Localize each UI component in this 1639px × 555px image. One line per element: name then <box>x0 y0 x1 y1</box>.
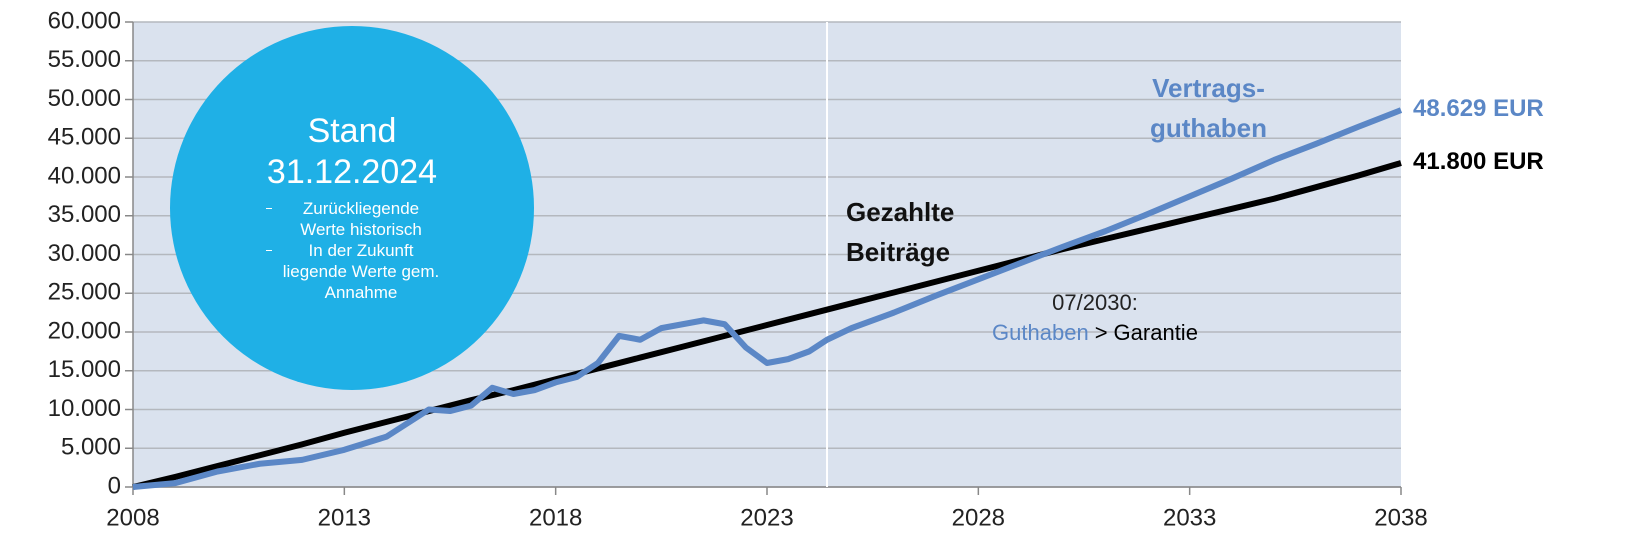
badge-title: Stand <box>307 112 397 150</box>
badge-text: Zurückliegende Werte historisch <box>300 199 422 239</box>
annotation-date: 07/2030: <box>1052 290 1138 315</box>
badge-list: Zurückliegende Werte historisch In der Z… <box>262 198 442 303</box>
y-tick-label: 30.000 <box>48 240 121 267</box>
series-label: Gezahlte Beiträge <box>846 197 955 267</box>
badge-text: In der Zukunft liegende Werte gem. Annah… <box>282 241 440 302</box>
badge-item: In der Zukunft liegende Werte gem. Annah… <box>262 240 442 303</box>
x-tick-label: 2008 <box>106 504 159 531</box>
annotation-text: > <box>1094 320 1108 345</box>
x-tick-label: 2013 <box>318 504 371 531</box>
status-badge: Stand 31.12.2024 Zurückliegende Werte hi… <box>170 26 534 390</box>
badge-date: 31.12.2024 <box>266 153 438 191</box>
y-tick-label: 15.000 <box>48 356 121 383</box>
y-tick-label: 35.000 <box>48 201 121 228</box>
x-tick-label: 2033 <box>1163 504 1216 531</box>
y-tick-label: 25.000 <box>48 279 121 306</box>
series-line <box>132 160 1402 490</box>
y-tick-label: 45.000 <box>48 124 121 151</box>
y-tick-label: 40.000 <box>48 162 121 189</box>
y-tick-label: 50.000 <box>48 85 121 112</box>
badge-item: Zurückliegende Werte historisch <box>262 198 442 240</box>
series-label: Vertrags- guthaben <box>1150 73 1267 143</box>
end-label: 48.629 EUR <box>1413 95 1544 123</box>
y-tick-label: 20.000 <box>48 317 121 344</box>
annotation-line: Guthaben > Garantie <box>960 318 1230 348</box>
x-tick-label: 2038 <box>1374 504 1427 531</box>
y-tick-label: 10.000 <box>48 395 121 422</box>
end-label: 41.800 EUR <box>1413 148 1544 176</box>
y-tick-label: 60.000 <box>48 7 121 34</box>
annotation-text: Garantie <box>1113 320 1198 345</box>
y-tick-label: 0 <box>108 472 121 499</box>
x-tick-label: 2028 <box>952 504 1005 531</box>
y-tick-label: 55.000 <box>48 46 121 73</box>
y-tick-label: 5.000 <box>61 434 121 461</box>
annotation: 07/2030: Guthaben > Garantie <box>960 288 1230 348</box>
x-tick-label: 2018 <box>529 504 582 531</box>
annotation-text: Guthaben <box>992 320 1089 345</box>
series-line <box>132 107 1403 490</box>
x-tick-label: 2023 <box>740 504 793 531</box>
